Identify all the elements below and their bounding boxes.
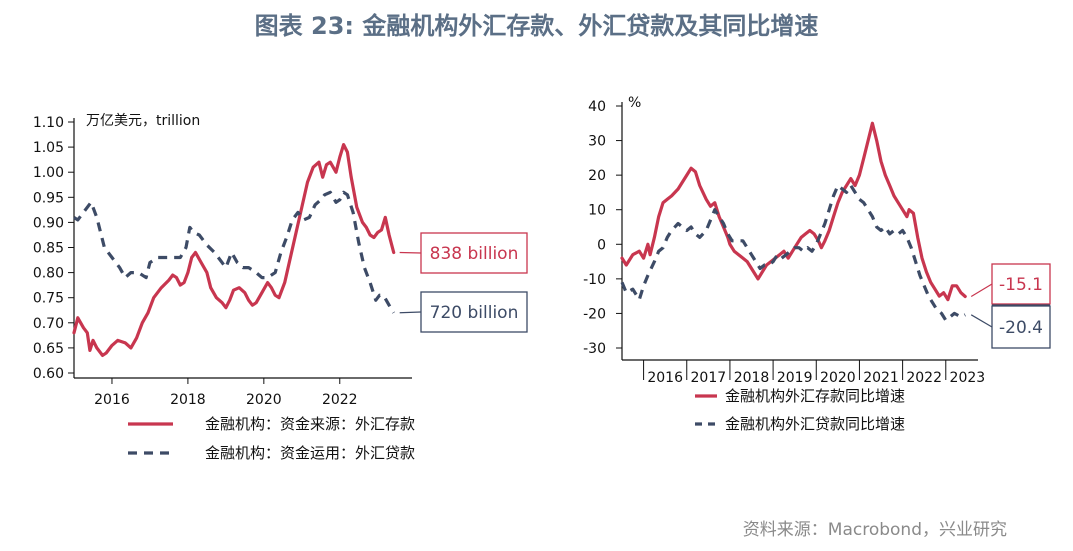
chart2-x-tick-label: 2022 (906, 370, 942, 386)
chart1-y-tick-label: 0.85 (33, 241, 64, 257)
chart1-callout-box (420, 232, 528, 274)
chart1-x-tick-label: 2018 (170, 392, 206, 408)
chart1-series-1-line (72, 143, 396, 357)
chart1-callout-label: 838 billion (430, 244, 519, 264)
chart1-x-tick-label: 2022 (322, 392, 358, 408)
chart1-y-tick-label: 1.10 (33, 115, 64, 131)
chart1-callout-pointer (399, 311, 422, 314)
source-note: 资料来源：Macrobond，兴业研究 (742, 520, 1007, 540)
chart2-x-tick-label: 2021 (863, 370, 899, 386)
chart1-y-tick-label: 0.65 (33, 341, 64, 357)
chart2-y-tick-label: 10 (588, 203, 606, 219)
chart2-y-tick-label: 0 (597, 237, 606, 253)
chart1-y-tick-label: 0.80 (33, 266, 64, 282)
chart1-y-tick-label: 1.00 (33, 165, 64, 181)
chart1-callout-label: 720 billion (430, 303, 519, 323)
chart2-callout-label: -20.4 (999, 318, 1043, 338)
chart1-x-tick-label: 2016 (94, 392, 130, 408)
chart2-x-tick-label: 2017 (691, 370, 727, 386)
chart2-unit-label: % (628, 95, 641, 111)
chart2-x-tick-label: 2016 (647, 370, 683, 386)
chart2-series-2-line (620, 183, 966, 322)
chart1-unit-label: 万亿美元，trillion (86, 113, 200, 129)
chart2-y-tick-label: 40 (588, 99, 606, 115)
chart2-y-tick-label: 30 (588, 134, 606, 150)
chart1-y-tick-label: 0.90 (33, 215, 64, 231)
chart2-x-tick-label: 2020 (820, 370, 856, 386)
chart-title: 图表 23: 金融机构外汇存款、外汇贷款及其同比增速 (254, 12, 819, 40)
chart2-legend-label: 金融机构外汇存款同比增速 (725, 387, 905, 405)
chart1-y-tick-label: 0.70 (33, 316, 64, 332)
chart2-callout-box (991, 305, 1051, 349)
chart2-x-tick-label: 2018 (734, 370, 770, 386)
chart1-y-tick-label: 0.60 (33, 366, 64, 382)
chart2-callout-box (991, 263, 1051, 305)
chart1-y-tick-label: 0.75 (33, 291, 64, 307)
chart2-series-1-line (620, 121, 967, 302)
chart1-legend-label: 金融机构：资金来源：外汇存款 (205, 415, 415, 433)
chart2-y-tick-label: -30 (583, 341, 606, 357)
chart1-legend-label: 金融机构：资金运用：外汇贷款 (205, 444, 415, 462)
chart1-y-tick-label: 1.05 (33, 140, 64, 156)
chart2-x-tick-label: 2023 (950, 370, 986, 386)
chart2-legend-label: 金融机构外汇贷款同比增速 (725, 415, 905, 433)
chart2-y-tick-label: -10 (583, 272, 606, 288)
chart1-callout-box (420, 291, 528, 333)
chart2-y-tick-label: -20 (583, 306, 606, 322)
chart2-callout-pointer (970, 314, 993, 328)
chart2-callout-pointer (970, 283, 993, 298)
chart1-series-2-line (73, 190, 396, 314)
chart2-y-tick-label: 20 (588, 168, 606, 184)
chart2-x-tick-label: 2019 (777, 370, 813, 386)
chart2-callout-label: -15.1 (999, 275, 1043, 295)
chart1-y-tick-label: 0.95 (33, 190, 64, 206)
chart1-x-tick-label: 2020 (246, 392, 282, 408)
